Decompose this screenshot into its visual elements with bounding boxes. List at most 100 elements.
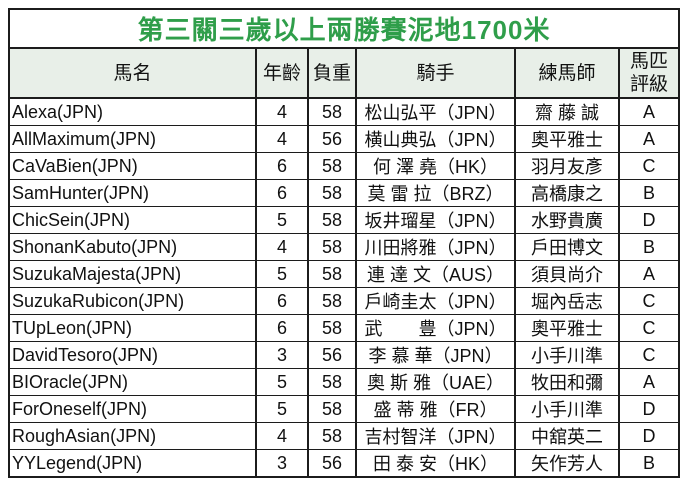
horse-weight: 58 [307, 97, 357, 126]
jockey-name: 川田將雅（JPN） [355, 233, 516, 261]
horse-age: 6 [255, 179, 309, 207]
horse-weight: 58 [307, 287, 357, 315]
jockey-name: 武 豊（JPN） [355, 314, 516, 342]
horse-rating: C [617, 152, 681, 180]
jockey-name: 松山弘平（JPN） [355, 97, 516, 126]
table-row: ShonanKabuto(JPN) 4 58 川田將雅（JPN） 戶田博文 B [8, 233, 681, 261]
horse-name: Alexa(JPN) [8, 97, 257, 126]
table-row: ChicSein(JPN) 5 58 坂井瑠星（JPN） 水野貴廣 D [8, 206, 681, 234]
horse-name: ForOneself(JPN) [8, 395, 257, 423]
table-row: ForOneself(JPN) 5 58 盛 蒂 雅（FR） 小手川準 D [8, 395, 681, 423]
jockey-name: 吉村智洋（JPN） [355, 422, 516, 450]
jockey-name: 連 達 文（AUS） [355, 260, 516, 288]
table-header-row: 馬名 年齡 負重 騎手 練馬師 馬匹評級 [8, 47, 681, 99]
horse-rating: C [617, 341, 681, 369]
horse-weight: 56 [307, 125, 357, 153]
horse-age: 6 [255, 314, 309, 342]
table-row: Alexa(JPN) 4 58 松山弘平（JPN） 齋 藤 誠 A [8, 97, 681, 126]
table-row: SuzukaMajesta(JPN) 5 58 連 達 文（AUS） 須貝尚介 … [8, 260, 681, 288]
horse-weight: 58 [307, 233, 357, 261]
horse-name: ShonanKabuto(JPN) [8, 233, 257, 261]
horse-age: 4 [255, 233, 309, 261]
horse-age: 6 [255, 287, 309, 315]
horse-weight: 58 [307, 152, 357, 180]
horse-weight: 58 [307, 206, 357, 234]
jockey-name: 何 澤 堯（HK） [355, 152, 516, 180]
table-row: AllMaximum(JPN) 4 56 横山典弘（JPN） 奧平雅士 A [8, 125, 681, 153]
horse-rating: D [617, 422, 681, 450]
horse-rating: C [617, 287, 681, 315]
horse-age: 5 [255, 395, 309, 423]
horse-rating: A [617, 368, 681, 396]
trainer-name: 小手川準 [514, 395, 620, 423]
horse-weight: 56 [307, 341, 357, 369]
race-title: 第三關三歲以上兩勝賽泥地1700米 [7, 8, 681, 49]
jockey-name: 横山典弘（JPN） [355, 125, 516, 153]
column-header-jockey: 騎手 [355, 47, 516, 99]
column-header-trainer: 練馬師 [514, 47, 620, 99]
horse-rating: B [617, 179, 681, 207]
table-row: BIOracle(JPN) 5 58 奧 斯 雅（UAE） 牧田和彌 A [8, 368, 681, 396]
horse-name: BIOracle(JPN) [8, 368, 257, 396]
horse-age: 5 [255, 206, 309, 234]
horse-age: 5 [255, 260, 309, 288]
table-row: RoughAsian(JPN) 4 58 吉村智洋（JPN） 中舘英二 D [8, 422, 681, 450]
horse-name: ChicSein(JPN) [8, 206, 257, 234]
horse-name: TUpLeon(JPN) [8, 314, 257, 342]
horse-weight: 58 [307, 179, 357, 207]
column-header-weight: 負重 [307, 47, 357, 99]
trainer-name: 高橋康之 [514, 179, 620, 207]
horse-name: SuzukaMajesta(JPN) [8, 260, 257, 288]
horse-rating: B [617, 233, 681, 261]
horse-weight: 58 [307, 260, 357, 288]
jockey-name: 李 慕 華（JPN） [355, 341, 516, 369]
horse-rating: A [617, 97, 681, 126]
jockey-name: 坂井瑠星（JPN） [355, 206, 516, 234]
trainer-name: 奧平雅士 [514, 314, 620, 342]
race-title-row: 第三關三歲以上兩勝賽泥地1700米 [7, 8, 681, 49]
table-row: TUpLeon(JPN) 6 58 武 豊（JPN） 奧平雅士 C [8, 314, 681, 342]
trainer-name: 堀內岳志 [514, 287, 620, 315]
horse-rating: D [617, 395, 681, 423]
trainer-name: 羽月友彥 [514, 152, 620, 180]
trainer-name: 中舘英二 [514, 422, 620, 450]
horse-weight: 58 [307, 368, 357, 396]
jockey-name: 田 泰 安（HK） [355, 449, 516, 478]
horse-rating: B [617, 449, 681, 478]
column-header-horse-name: 馬名 [8, 47, 257, 99]
horse-name: CaVaBien(JPN) [8, 152, 257, 180]
trainer-name: 小手川準 [514, 341, 620, 369]
table-row: CaVaBien(JPN) 6 58 何 澤 堯（HK） 羽月友彥 C [8, 152, 681, 180]
horse-age: 6 [255, 152, 309, 180]
table-row: SuzukaRubicon(JPN) 6 58 戶崎圭太（JPN） 堀內岳志 C [8, 287, 681, 315]
horse-rating: A [617, 260, 681, 288]
trainer-name: 水野貴廣 [514, 206, 620, 234]
horse-age: 4 [255, 125, 309, 153]
trainer-name: 齋 藤 誠 [514, 97, 620, 126]
trainer-name: 奧平雅士 [514, 125, 620, 153]
horse-age: 5 [255, 368, 309, 396]
horse-age: 4 [255, 97, 309, 126]
horse-rating: D [617, 206, 681, 234]
horse-age: 4 [255, 422, 309, 450]
horse-rating: C [617, 314, 681, 342]
horse-name: SamHunter(JPN) [8, 179, 257, 207]
trainer-name: 戶田博文 [514, 233, 620, 261]
column-header-age: 年齡 [255, 47, 309, 99]
horse-weight: 58 [307, 395, 357, 423]
horse-name: SuzukaRubicon(JPN) [8, 287, 257, 315]
table-row: DavidTesoro(JPN) 3 56 李 慕 華（JPN） 小手川準 C [8, 341, 681, 369]
horse-rating: A [617, 125, 681, 153]
horse-age: 3 [255, 341, 309, 369]
race-entries-table: 第三關三歲以上兩勝賽泥地1700米 馬名 年齡 負重 騎手 練馬師 馬匹評級 A… [7, 8, 681, 478]
horse-name: RoughAsian(JPN) [8, 422, 257, 450]
table-row: SamHunter(JPN) 6 58 莫 雷 拉（BRZ） 高橋康之 B [8, 179, 681, 207]
horse-weight: 58 [307, 422, 357, 450]
trainer-name: 牧田和彌 [514, 368, 620, 396]
horse-name: DavidTesoro(JPN) [8, 341, 257, 369]
horse-weight: 58 [307, 314, 357, 342]
jockey-name: 戶崎圭太（JPN） [355, 287, 516, 315]
jockey-name: 盛 蒂 雅（FR） [355, 395, 516, 423]
jockey-name: 莫 雷 拉（BRZ） [355, 179, 516, 207]
